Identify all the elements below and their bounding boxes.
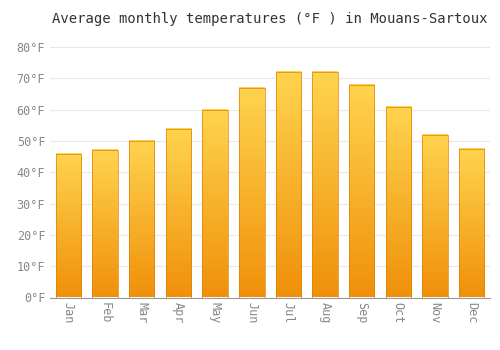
Bar: [202, 110, 228, 298]
Bar: [312, 72, 338, 298]
Bar: [459, 149, 484, 298]
Bar: [166, 128, 191, 298]
Bar: [92, 150, 118, 298]
Bar: [276, 72, 301, 298]
Bar: [386, 107, 411, 298]
Bar: [129, 141, 154, 298]
Bar: [349, 85, 374, 298]
Bar: [56, 154, 81, 298]
Title: Average monthly temperatures (°F ) in Mouans-Sartoux: Average monthly temperatures (°F ) in Mo…: [52, 12, 488, 26]
Bar: [422, 135, 448, 298]
Bar: [239, 88, 264, 298]
